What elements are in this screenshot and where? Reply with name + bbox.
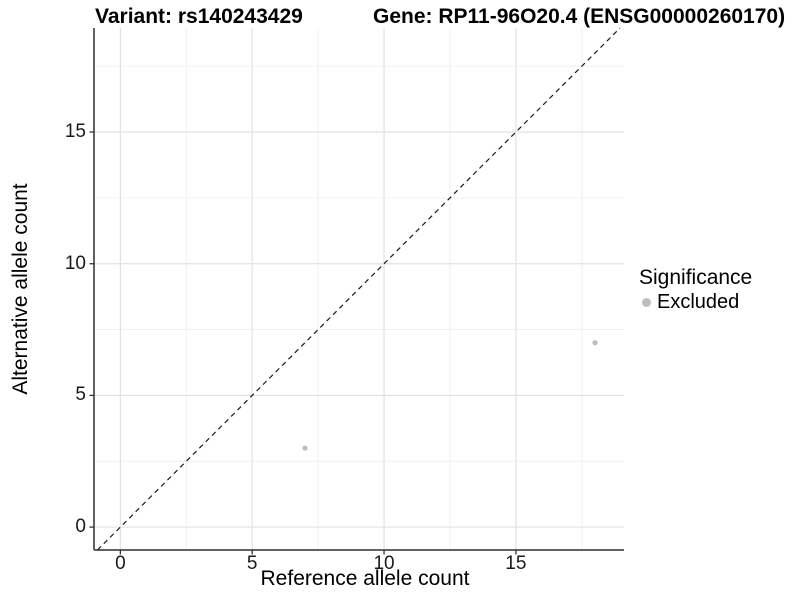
- data-point: [592, 340, 598, 346]
- legend-title: Significance: [639, 266, 753, 289]
- x-tick-label: 15: [505, 553, 527, 574]
- x-tick-label: 10: [373, 553, 395, 574]
- plot-title-gene: Gene: RP11-96O20.4 (ENSG00000260170): [373, 5, 786, 28]
- y-tick-label: 5: [75, 384, 86, 406]
- y-tick-label: 15: [64, 121, 86, 143]
- x-tick-label: 5: [246, 553, 258, 574]
- legend-key-dot-icon: [642, 298, 651, 307]
- identity-line: [97, 27, 621, 551]
- data-point: [302, 445, 308, 451]
- legend-items: Excluded: [639, 291, 752, 314]
- y-tick-label: 10: [64, 252, 86, 274]
- legend: Significance Excluded: [639, 266, 752, 314]
- y-axis-title: Alternative allele count: [9, 183, 32, 395]
- legend-item: Excluded: [639, 291, 752, 314]
- plot-title-variant: Variant: rs140243429: [95, 5, 303, 28]
- y-tick-label: 0: [75, 516, 86, 538]
- x-tick-label: 0: [115, 553, 126, 574]
- legend-item-label: Excluded: [657, 291, 740, 313]
- x-axis-title: Reference allele count: [260, 567, 470, 590]
